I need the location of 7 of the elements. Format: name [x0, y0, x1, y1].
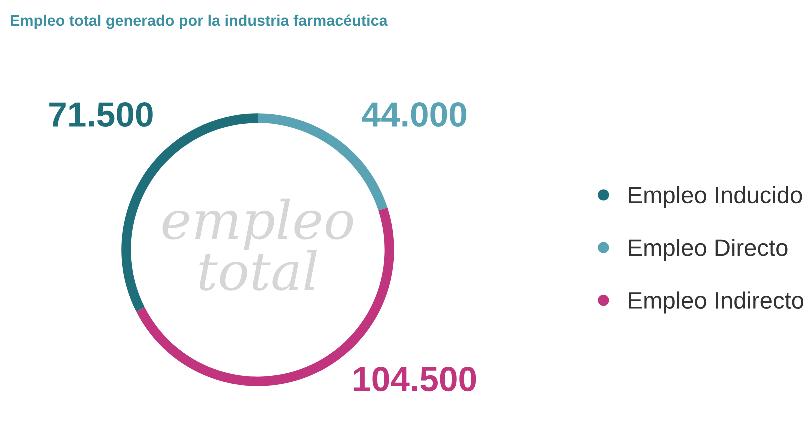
chart-title: Empleo total generado por la industria farmacéutica [11, 14, 388, 30]
legend-label: Empleo Indirecto [629, 292, 804, 314]
legend-label: Empleo Inducido [629, 186, 802, 208]
data-label: 104.500 [354, 367, 476, 392]
legend-label: Empleo Directo [629, 238, 788, 262]
data-label: 71.500 [50, 102, 153, 128]
data-label: 44.000 [362, 102, 466, 128]
